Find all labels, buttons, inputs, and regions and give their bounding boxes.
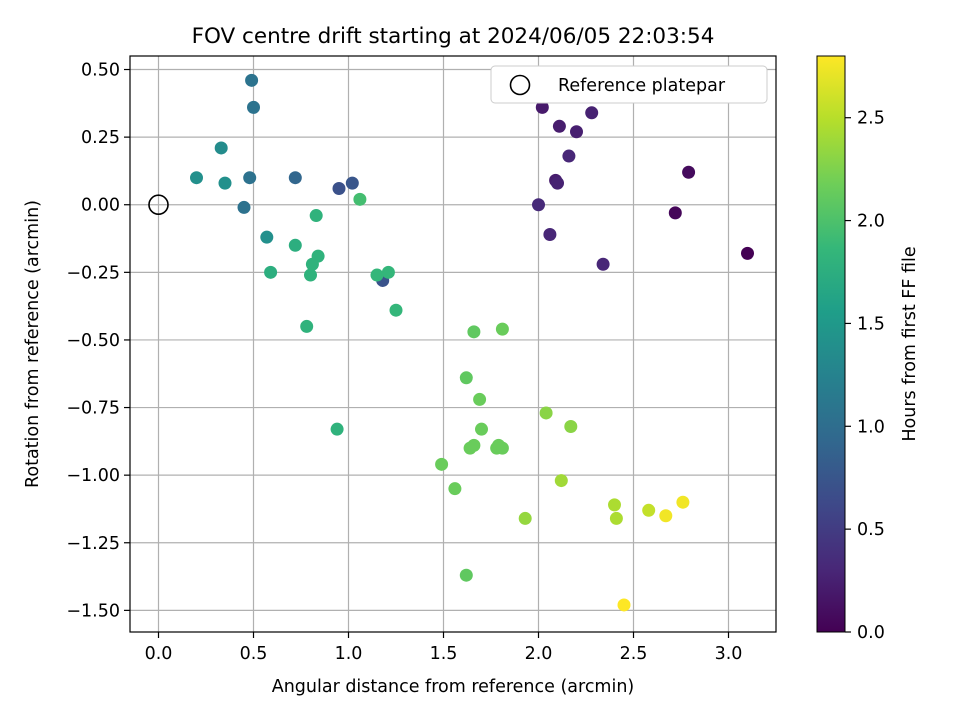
scatter-point [518, 511, 532, 525]
chart-title: FOV centre drift starting at 2024/06/05 … [192, 24, 715, 49]
colorbar-tick-label: 2.0 [857, 212, 885, 232]
scatter-point [668, 206, 682, 220]
scatter-point [214, 141, 228, 155]
y-tick-label: 0.00 [81, 196, 120, 216]
scatter-point [467, 438, 481, 452]
y-axis-ticks: 0.50 0.25 0.00 −0.25 −0.50 −0.75 −1.00 −1.25 −1.… [66, 61, 130, 621]
y-tick-label: 0.50 [81, 61, 120, 81]
scatter-point [243, 171, 257, 185]
y-tick-label: −1.00 [66, 466, 120, 486]
scatter-point [260, 230, 274, 244]
y-tick-label: −0.25 [66, 263, 120, 283]
scatter-point [389, 303, 403, 317]
scatter-point [247, 100, 260, 114]
legend: Reference platepar [490, 65, 768, 104]
scatter-point [300, 319, 314, 333]
x-tick-label: 1.0 [335, 644, 363, 664]
scatter-point [245, 73, 259, 87]
x-tick-label: 2.5 [620, 644, 648, 664]
scatter-point [370, 268, 384, 282]
scatter-point [475, 422, 488, 436]
scatter-point [682, 165, 696, 179]
scatter-point [473, 392, 487, 406]
legend-entry-label: Reference platepar [558, 76, 726, 96]
colorbar-tick-label: 1.0 [857, 417, 885, 437]
scatter-point [218, 176, 232, 190]
scatter-point [459, 371, 473, 385]
scatter-point [535, 100, 549, 114]
scatter-point [562, 149, 576, 163]
scatter-point [459, 568, 473, 582]
scatter-point [532, 198, 545, 212]
scatter-point [345, 176, 359, 190]
colorbar-tick-label: 1.5 [857, 314, 885, 334]
legend-box [490, 65, 768, 104]
scatter-point [495, 441, 509, 455]
scatter-point [309, 209, 323, 223]
scatter-point [330, 422, 344, 436]
plot-area: 0.0 0.5 1.0 1.5 2.0 2.5 3.0 0.50 0.25 0.00 −0.25 −… [66, 55, 777, 664]
scatter-point [237, 200, 251, 214]
scatter-point [539, 406, 553, 420]
y-tick-label: −1.50 [66, 601, 120, 621]
scatter-point [642, 503, 656, 517]
y-axis-label: Rotation from reference (arcmin) [23, 200, 43, 488]
colorbar-tick-label: 0.0 [857, 623, 885, 643]
scatter-point [570, 125, 583, 139]
scatter-point [353, 192, 367, 206]
y-tick-label: −0.50 [66, 331, 120, 351]
x-axis-ticks: 0.0 0.5 1.0 1.5 2.0 2.5 3.0 [145, 632, 743, 664]
colorbar: 0.0 0.5 1.0 1.5 2.0 2.5 Hours from first FF f… [816, 55, 920, 643]
y-tick-label: 0.25 [81, 128, 120, 148]
scatter-point [304, 268, 317, 282]
scatter-point [435, 457, 449, 471]
scatter-point [552, 119, 566, 133]
scatter-point [543, 227, 557, 241]
scatter-point [564, 419, 578, 433]
scatter-point [264, 265, 278, 279]
scatter-point [551, 176, 564, 190]
scatter-point [332, 182, 346, 196]
scatter-point [288, 171, 302, 185]
scatter-point [467, 325, 481, 339]
scatter-point [585, 106, 599, 120]
scatter-point [305, 257, 319, 271]
y-tick-label: −0.75 [66, 399, 120, 419]
reference-platepar-marker [148, 194, 169, 216]
scatter-points [190, 73, 754, 612]
scatter-point [596, 257, 610, 271]
scatter-point [288, 238, 302, 252]
colorbar-label: Hours from first FF file [900, 246, 920, 441]
plot-background [130, 56, 776, 632]
scatter-point [495, 322, 509, 336]
scatter-point [659, 509, 673, 523]
x-tick-label: 1.5 [430, 644, 458, 664]
scatter-point [554, 474, 568, 488]
scatter-point [741, 246, 754, 260]
x-axis-label: Angular distance from reference (arcmin) [272, 677, 635, 697]
scatter-point [381, 265, 395, 279]
scatter-point [448, 482, 462, 496]
y-tick-label: −1.25 [66, 534, 120, 554]
scatter-point [608, 498, 621, 512]
colorbar-gradient [816, 55, 846, 633]
scatter-point [676, 495, 690, 509]
x-tick-label: 3.0 [715, 644, 743, 664]
scatter-point [609, 511, 623, 525]
colorbar-tick-label: 2.5 [857, 109, 885, 129]
grid-lines [130, 56, 776, 632]
x-tick-label: 2.0 [525, 644, 553, 664]
colorbar-tick-label: 0.5 [857, 520, 885, 540]
plot-frame [129, 55, 777, 633]
legend-marker [509, 74, 531, 96]
colorbar-ticks: 0.0 0.5 1.0 1.5 2.0 2.5 [845, 109, 885, 643]
x-tick-label: 0.5 [240, 644, 268, 664]
x-tick-label: 0.0 [145, 644, 173, 664]
scatter-point [190, 171, 203, 185]
scatter-point [617, 598, 631, 612]
